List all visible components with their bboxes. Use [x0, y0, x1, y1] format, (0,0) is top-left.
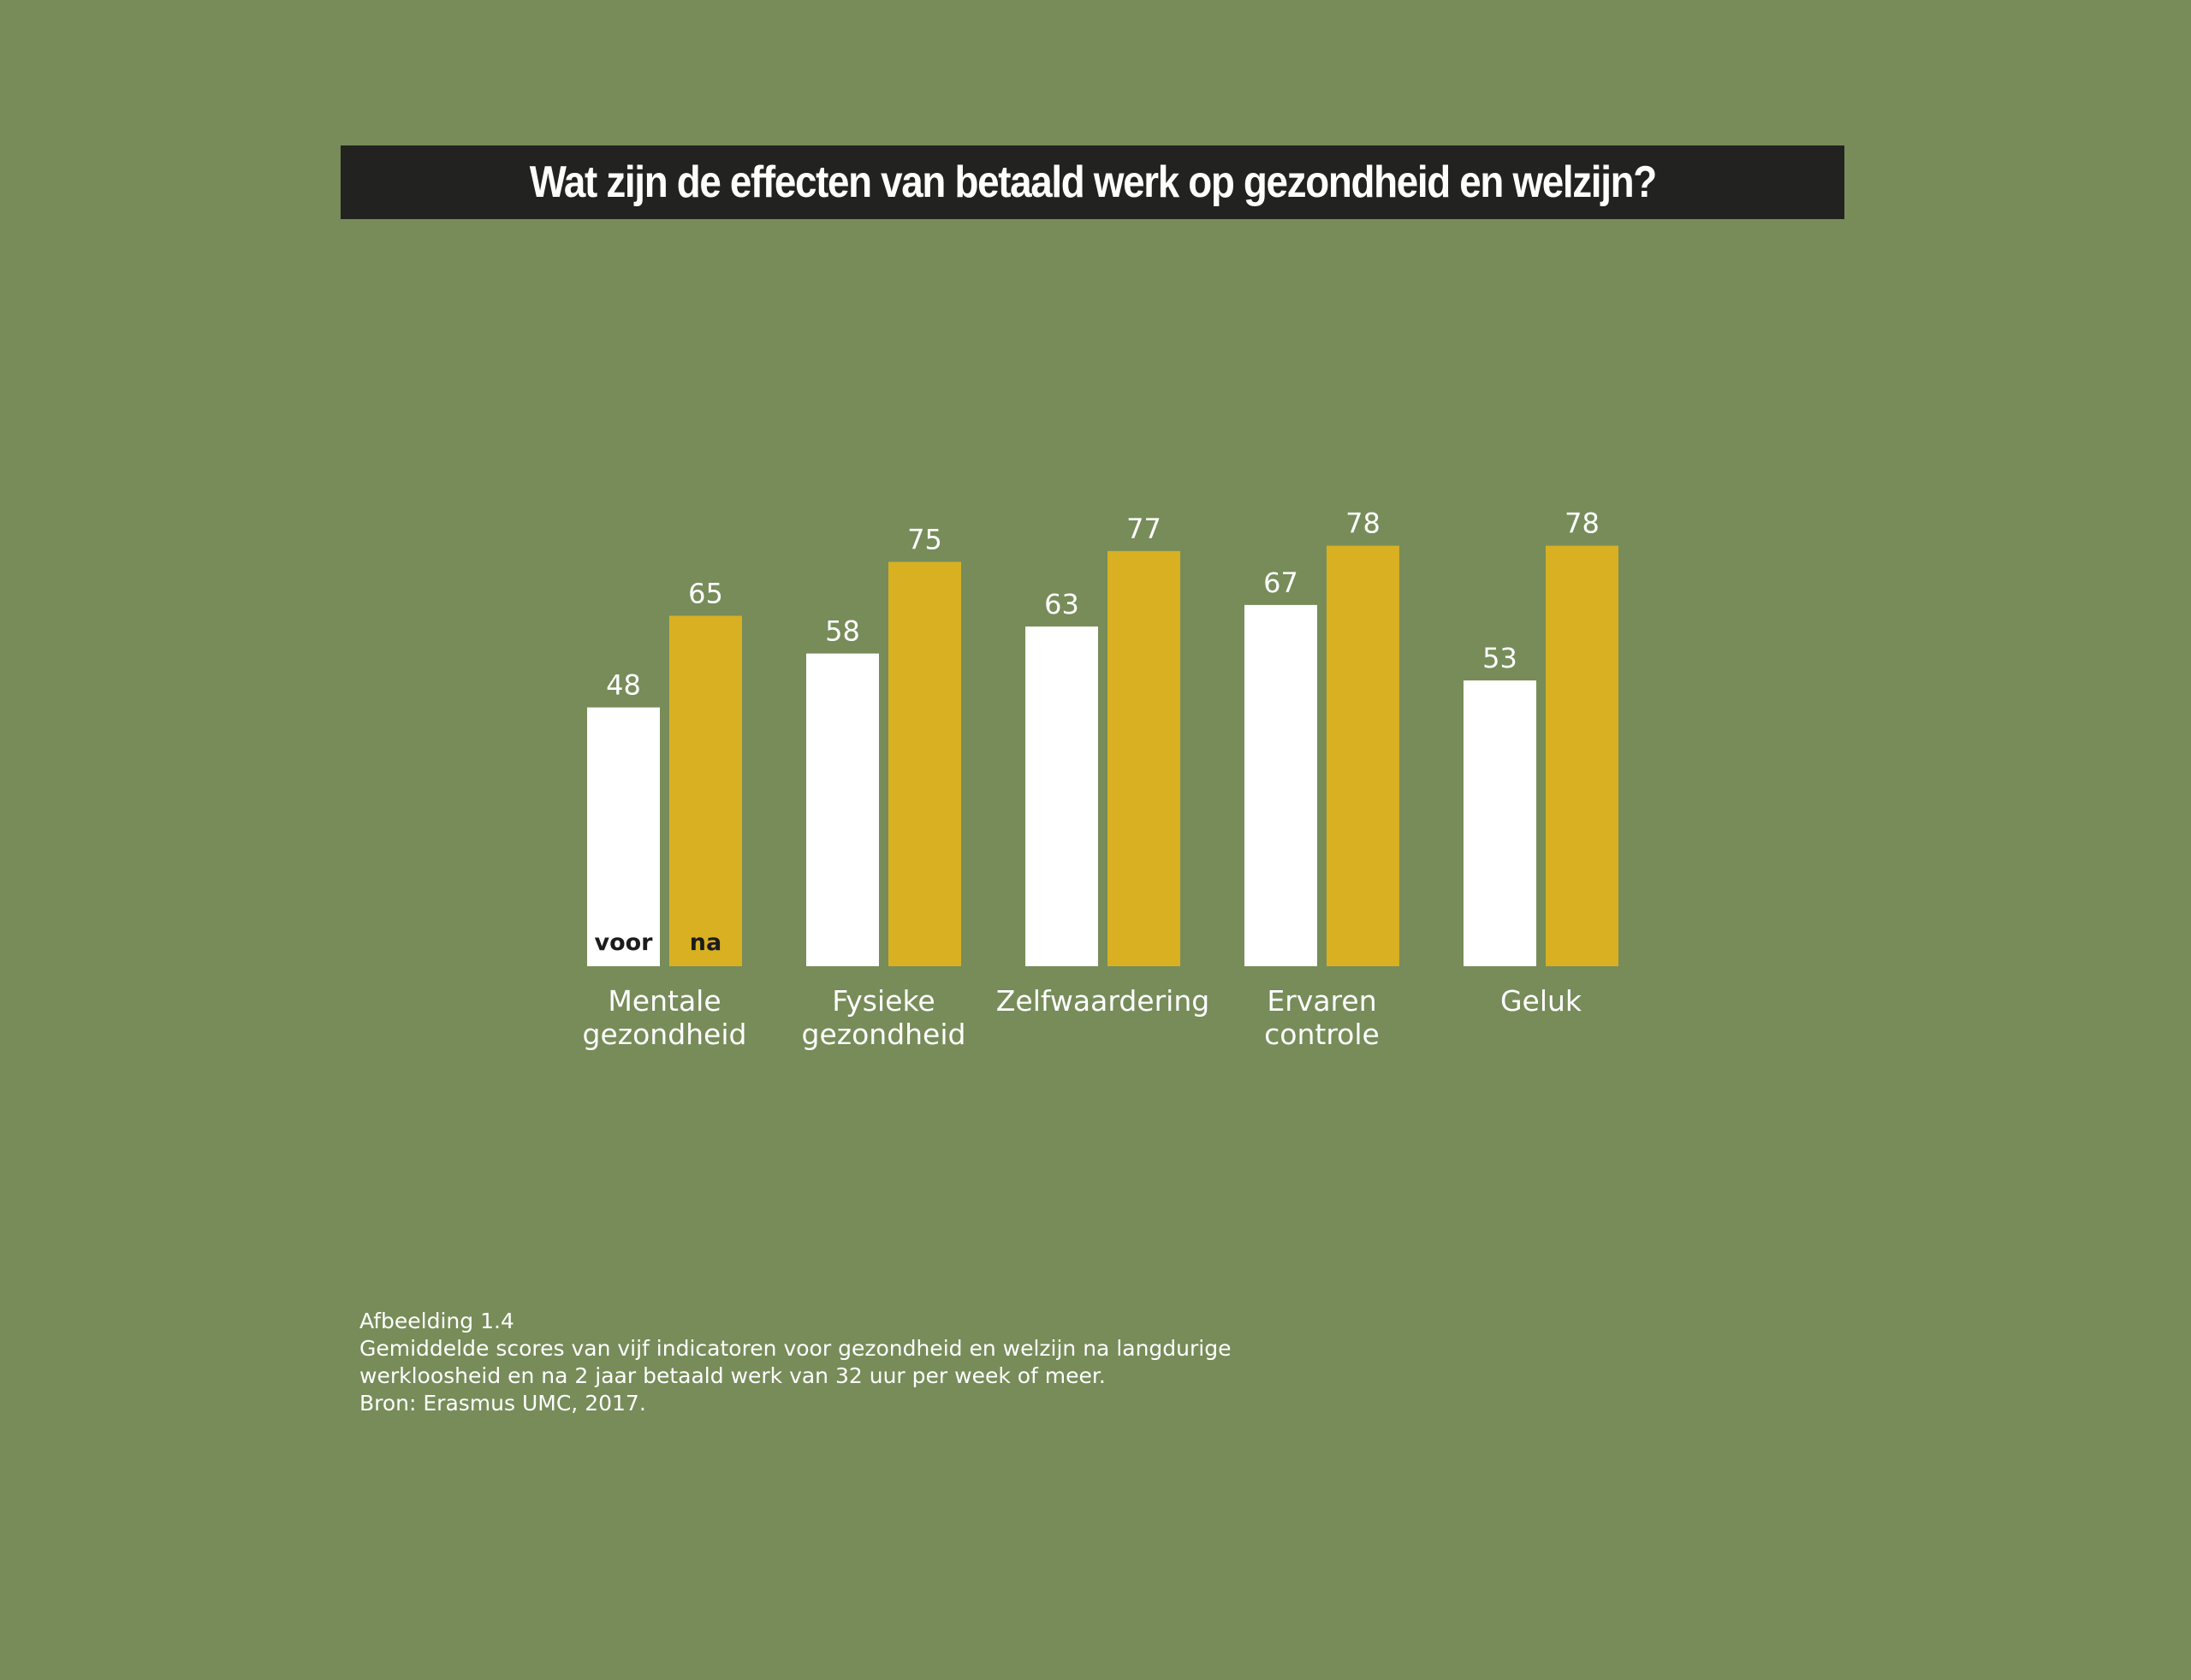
bar-voor	[587, 707, 660, 966]
caption-line-description-1: Gemiddelde scores van vijf indicatoren v…	[359, 1336, 1232, 1361]
category-label: Geluk	[1500, 984, 1582, 1018]
bar-voor	[1025, 626, 1098, 966]
data-label: 78	[1565, 508, 1600, 540]
bar-group: 67 78 Ervaren controle	[1244, 508, 1399, 1051]
bar-na	[888, 561, 961, 966]
bar-na	[1327, 545, 1399, 966]
data-label: 63	[1044, 588, 1079, 620]
caption-line-source: Bron: Erasmus UMC, 2017.	[359, 1391, 646, 1416]
series-label-voor: voor	[594, 929, 653, 956]
category-label-line: Zelfwaardering	[996, 984, 1209, 1018]
bar-na	[1107, 550, 1180, 966]
category-label: Mentale gezondheid	[583, 984, 747, 1051]
category-label-line: Geluk	[1500, 984, 1582, 1018]
bar-group: 48 voor 65 na Mentale gezondheid	[583, 578, 747, 1052]
category-label-line: Fysieke	[832, 984, 935, 1018]
chart-title: Wat zijn de effecten van betaald werk op…	[529, 157, 1656, 207]
caption-line-description-2: werkloosheid en na 2 jaar betaald werk v…	[359, 1363, 1106, 1388]
category-label-line: gezondheid	[583, 1018, 747, 1051]
series-label-na: na	[690, 929, 721, 956]
category-label-line: gezondheid	[802, 1018, 966, 1051]
data-label: 75	[907, 524, 942, 556]
data-label: 77	[1126, 513, 1161, 545]
data-label: 53	[1482, 642, 1517, 674]
bar-group: 58 75 Fysieke gezondheid	[802, 524, 966, 1052]
bar-voor	[1244, 604, 1317, 966]
data-label: 65	[688, 578, 723, 610]
category-label-line: Mentale	[608, 984, 721, 1018]
data-label: 78	[1345, 508, 1381, 540]
bar-group: 63 77 Zelfwaardering	[996, 513, 1209, 1018]
data-label: 58	[825, 615, 860, 648]
bar-voor	[1464, 680, 1536, 966]
data-label: 48	[606, 669, 641, 702]
data-label: 67	[1263, 567, 1298, 599]
category-label: Zelfwaardering	[996, 984, 1209, 1018]
category-label: Fysieke gezondheid	[802, 984, 966, 1051]
bar-na	[1546, 545, 1618, 966]
title-bar: Wat zijn de effecten van betaald werk op…	[341, 145, 1844, 219]
bar-na	[669, 615, 742, 966]
category-label-line: Ervaren	[1267, 984, 1376, 1018]
category-label-line: controle	[1264, 1018, 1380, 1051]
figure-caption: Afbeelding 1.4 Gemiddelde scores van vij…	[359, 1308, 1231, 1417]
bar-voor	[806, 653, 879, 966]
caption-line-figure-number: Afbeelding 1.4	[359, 1309, 514, 1333]
category-label: Ervaren controle	[1264, 984, 1380, 1051]
bar-group: 53 78 Geluk	[1464, 508, 1618, 1018]
